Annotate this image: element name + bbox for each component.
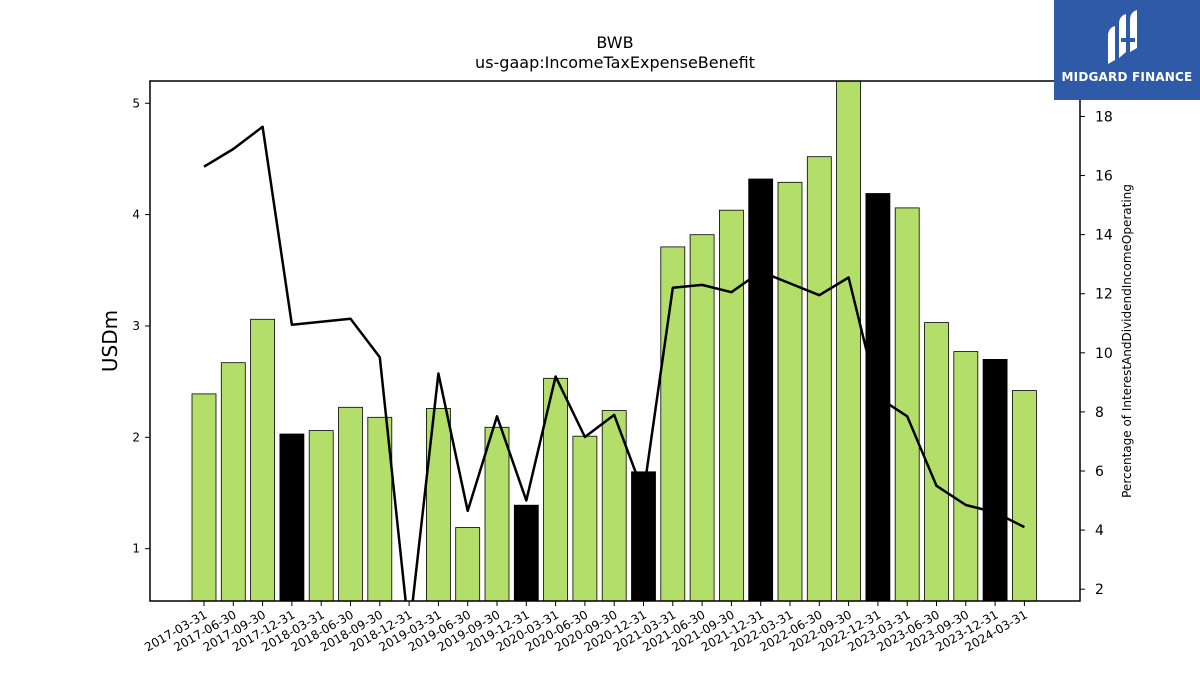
bar-2019-12-31: [513, 504, 539, 602]
bar-2021-12-31: [748, 178, 774, 602]
bar-2024-03-31: [1012, 390, 1037, 602]
bar-2023-03-31: [894, 207, 920, 602]
bar-2020-09-30: [601, 410, 627, 602]
logo-text: MIDGARD FINANCE: [1061, 70, 1193, 84]
bar-2021-09-30: [719, 209, 744, 602]
bar-2022-03-31: [777, 181, 803, 602]
bar-2018-09-30: [367, 416, 393, 602]
plot-frame: [149, 80, 1081, 602]
bar-2023-09-30: [953, 351, 979, 602]
bar-2020-06-30: [572, 435, 598, 602]
bar-2022-09-30: [836, 80, 861, 602]
line-series: [203, 125, 1025, 601]
bar-2023-12-31: [982, 358, 1008, 602]
logo-mark-icon: [1108, 10, 1137, 64]
y2-tick-label: 14: [1095, 228, 1113, 244]
bar-2021-06-30: [689, 234, 715, 602]
bar-2017-03-31: [191, 393, 217, 602]
y2-axis-label: Percentage of InterestAndDividendIncomeO…: [1120, 184, 1134, 498]
bar-2021-03-31: [660, 246, 686, 602]
y2-tick-label: 16: [1095, 169, 1113, 185]
y2-tick-label: 2: [1095, 582, 1104, 598]
bar-2023-06-30: [924, 322, 949, 602]
right-axis-ticks: 2 4 6 8 10 12 14 16 18: [1080, 109, 1113, 598]
bar-2017-12-31: [279, 433, 305, 602]
bar-2019-09-30: [484, 426, 510, 602]
x-axis-ticks: 2017-03-312017-06-302017-09-302017-12-31…: [142, 601, 1030, 654]
y2-tick-label: 4: [1095, 523, 1104, 539]
bar-2022-06-30: [806, 156, 832, 602]
y2-tick-label: 18: [1095, 109, 1113, 125]
y2-tick-label: 12: [1095, 287, 1113, 303]
bar-2018-03-31: [308, 430, 334, 602]
percentage-line: [203, 125, 1025, 601]
y2-tick-label: 6: [1095, 464, 1104, 480]
bar-2017-09-30: [250, 318, 276, 602]
left-axis-ticks: 1 2 3 4 5: [132, 96, 150, 556]
bar-2019-06-30: [455, 527, 481, 602]
bar-2017-06-30: [220, 362, 246, 602]
bar-2018-06-30: [338, 406, 363, 602]
y-tick-label: 1: [132, 542, 140, 556]
y-axis-label: USDm: [98, 310, 122, 372]
y-tick-label: 3: [132, 319, 140, 333]
chart-title: BWB: [596, 33, 633, 52]
y-tick-label: 4: [132, 208, 140, 222]
bar-series: [191, 80, 1037, 602]
y2-tick-label: 10: [1095, 346, 1113, 362]
y2-tick-label: 8: [1095, 405, 1104, 421]
midgard-finance-logo: MIDGARD FINANCE: [1054, 0, 1200, 100]
y-tick-label: 5: [132, 96, 140, 110]
chart-subtitle: us-gaap:IncomeTaxExpenseBenefit: [475, 53, 755, 72]
y-tick-label: 2: [132, 430, 140, 444]
